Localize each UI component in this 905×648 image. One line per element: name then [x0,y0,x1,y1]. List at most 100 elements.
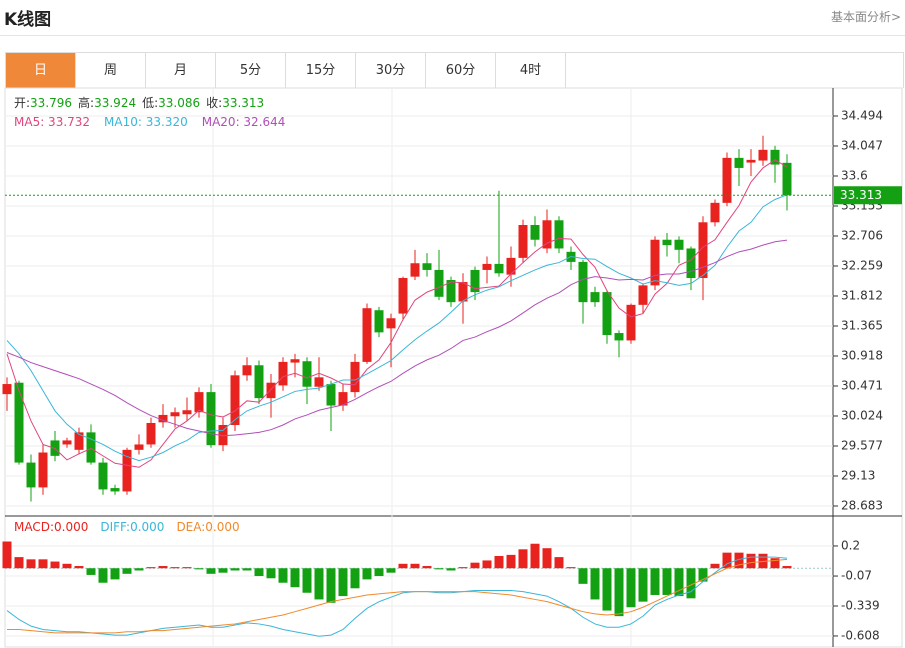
candle-body [26,462,36,488]
macd-bar [74,566,84,569]
candle-body [254,365,264,399]
legend-entry: MA10: 33.320 [104,115,188,129]
ma-legend: MA5: 33.732 MA10: 33.320 MA20: 32.644 [14,115,285,129]
y-tick-label: 34.047 [841,138,883,152]
candle-body [374,310,384,333]
candle-body [782,162,792,196]
period-tab[interactable]: 月 [146,53,216,88]
macd-bar [626,568,636,608]
candle-body [470,269,480,293]
macd-bar [434,568,444,570]
macd-bar [26,559,36,569]
macd-bar [590,568,600,600]
candle-body [242,365,252,376]
candle-body [170,412,180,417]
macd-bar [86,568,96,575]
candle-body [614,333,624,341]
candle-body [290,359,300,363]
y-tick-label: 29.13 [841,468,875,482]
macd-bar [458,567,468,569]
macd-bar [194,568,204,570]
macd-bar [722,552,732,569]
macd-bar [686,568,696,599]
ohlc-name: 收: [206,96,222,110]
period-tab[interactable]: 4时 [496,53,566,88]
macd-bar [290,568,300,588]
candle-body [638,285,648,305]
macd-bar [350,568,360,589]
ohlc-legend: 开:33.796 高:33.924 低:33.086 收:33.313 [14,95,264,110]
legend-entry: DEA:0.000 [176,520,239,534]
macd-bar [770,558,780,569]
macd-bar [422,566,432,569]
y-tick-label: 31.365 [841,318,883,332]
fundamental-link[interactable]: 基本面分析> [830,10,901,24]
period-tab[interactable]: 60分 [426,53,496,88]
macd-bar [158,566,168,569]
macd-bar [710,563,720,569]
macd-bar [242,568,252,571]
candle-body [494,263,504,274]
macd-bar [446,568,456,571]
candle-body [122,449,132,492]
macd-bar [410,563,420,569]
macd-bar [734,552,744,569]
candle-body [302,361,312,387]
candle-body [758,149,768,161]
macd-bar [698,568,708,582]
candle-body [698,222,708,279]
period-tab[interactable]: 30分 [356,53,426,88]
y-tick-label: 29.577 [841,438,883,452]
period-tab[interactable]: 5分 [216,53,286,88]
macd-bar [530,543,540,569]
candle-body [590,292,600,303]
last-price-label: 33.313 [840,188,882,202]
candle-body [362,308,372,362]
candle-body [686,248,696,279]
candle-body [554,220,564,249]
divider [0,35,905,36]
candle-body [506,257,516,275]
candle-body [542,220,552,249]
ohlc-value: 33.086 [158,96,200,110]
period-tab[interactable]: 周 [76,53,146,88]
macd-bar [170,567,180,569]
ohlc-value: 33.924 [94,96,136,110]
candle-body [338,392,348,406]
y-tick-label: 34.494 [841,108,883,122]
candle-body [722,157,732,203]
macd-bar [554,557,564,569]
macd-bar [182,567,192,569]
candle-body [482,263,492,270]
macd-bar [374,568,384,577]
y-tick-label: 31.812 [841,288,883,302]
candle-body [410,263,420,277]
candle-body [446,280,456,303]
macd-bar [326,568,336,603]
indicator-line [6,159,788,468]
macd-bar [542,548,552,569]
macd-bar [62,563,72,569]
candle-body [674,239,684,250]
candle-body [770,149,780,165]
period-tab[interactable]: 15分 [286,53,356,88]
macd-bar [398,563,408,569]
macd-bar [38,559,48,569]
macd-bar [146,567,156,569]
macd-bar [14,557,24,569]
chart-frame [4,87,903,648]
page-title: K线图 [4,10,52,30]
candle-body [422,263,432,270]
indicator-line [6,194,788,462]
period-tab[interactable]: 日 [6,53,76,88]
candle-body [110,488,120,492]
candle-body [314,377,324,387]
candle-body [86,432,96,463]
candle-body [62,440,72,445]
macd-bar [50,561,60,569]
macd-bar [122,568,132,574]
candle-body [278,361,288,386]
macd-bar [98,568,108,583]
macd-bar [638,568,648,602]
legend-entry: MA5: 33.732 [14,115,90,129]
